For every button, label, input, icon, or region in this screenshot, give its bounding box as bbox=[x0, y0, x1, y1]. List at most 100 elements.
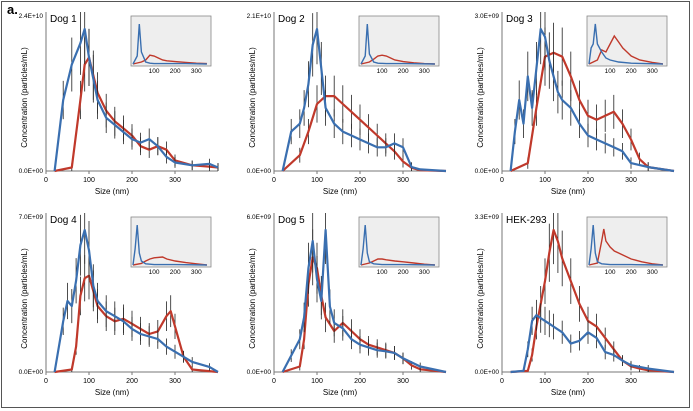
y-max-label: 2.1E+10 bbox=[247, 13, 272, 20]
x-axis-title: Size (nm) bbox=[95, 388, 130, 397]
chart-panel-dog-2: 2.1E+10 0.0E+00 Concentration (particles/m… bbox=[247, 12, 447, 196]
inset-tick-label: 300 bbox=[419, 68, 430, 75]
inset-blue-line bbox=[132, 224, 207, 266]
y-axis-title: Concentration (particles/mL) bbox=[20, 47, 29, 148]
inset-blue-line bbox=[588, 224, 663, 266]
chart-title: Dog 2 bbox=[278, 14, 305, 25]
inset-tick-label: 100 bbox=[377, 68, 388, 75]
chart-title: Dog 5 bbox=[278, 215, 305, 226]
y-min-label: 0.0E+00 bbox=[475, 168, 500, 175]
y-max-label: 3.3E+09 bbox=[475, 214, 500, 221]
x-tick-label: 300 bbox=[625, 177, 637, 184]
y-axis-title: Concentration (particles/mL) bbox=[248, 248, 257, 349]
inset-tick-label: 200 bbox=[626, 68, 637, 75]
inset-plot bbox=[130, 216, 212, 268]
blue-series-line bbox=[281, 27, 447, 173]
y-max-label: 2.4E+10 bbox=[19, 13, 44, 20]
x-tick-label: 300 bbox=[169, 177, 181, 184]
x-axis-title: Size (nm) bbox=[95, 187, 130, 196]
y-min-label: 0.0E+00 bbox=[247, 369, 272, 376]
inset-tick-label: 200 bbox=[398, 68, 409, 75]
x-tick-label: 200 bbox=[582, 378, 594, 385]
inset-tick-label: 200 bbox=[170, 269, 181, 276]
x-tick-label: 100 bbox=[539, 378, 551, 385]
x-axis-title: Size (nm) bbox=[323, 388, 358, 397]
chart-title: HEK-293 bbox=[506, 215, 547, 226]
inset-plot bbox=[358, 216, 440, 268]
chart-panel-dog-3: 3.0E+09 0.0E+00 Concentration (particles/m… bbox=[475, 12, 675, 196]
x-tick-label: 0 bbox=[500, 177, 504, 184]
inset-tick-label: 300 bbox=[419, 269, 430, 276]
inset-tick-label: 300 bbox=[647, 68, 658, 75]
inset-blue-line bbox=[360, 224, 435, 266]
inset-tick-label: 200 bbox=[170, 68, 181, 75]
inset-blue-line bbox=[132, 23, 207, 65]
inset-tick-label: 100 bbox=[149, 269, 160, 276]
chart-title: Dog 1 bbox=[50, 14, 77, 25]
red-series-line bbox=[54, 274, 219, 374]
blue-series-line bbox=[281, 228, 447, 374]
x-tick-label: 200 bbox=[126, 378, 138, 385]
y-min-label: 0.0E+00 bbox=[475, 369, 500, 376]
chart-panel-dog-1: 2.4E+10 0.0E+00 Concentration (particles/m… bbox=[19, 12, 219, 196]
x-tick-label: 100 bbox=[539, 177, 551, 184]
inset-red-line bbox=[588, 228, 663, 266]
blue-series-line bbox=[53, 27, 219, 172]
x-tick-label: 0 bbox=[272, 378, 276, 385]
blue-series-line bbox=[53, 228, 219, 373]
x-tick-label: 200 bbox=[354, 177, 366, 184]
y-max-label: 6.0E+09 bbox=[247, 214, 272, 221]
inset-tick-label: 100 bbox=[605, 269, 616, 276]
x-tick-label: 300 bbox=[625, 378, 637, 385]
inset-plot bbox=[586, 15, 668, 67]
chart-title: Dog 3 bbox=[506, 14, 533, 25]
y-min-label: 0.0E+00 bbox=[247, 168, 272, 175]
y-max-label: 3.0E+09 bbox=[475, 13, 500, 20]
y-axis-title: Concentration (particles/mL) bbox=[20, 248, 29, 349]
y-max-label: 7.0E+09 bbox=[19, 214, 44, 221]
x-tick-label: 300 bbox=[169, 378, 181, 385]
inset-tick-label: 100 bbox=[149, 68, 160, 75]
inset-plot bbox=[130, 15, 212, 67]
x-axis-title: Size (nm) bbox=[551, 388, 586, 397]
inset-tick-label: 200 bbox=[626, 269, 637, 276]
chart-panel-dog-5: 6.0E+09 0.0E+00 Concentration (particles/m… bbox=[247, 213, 447, 397]
red-series-line bbox=[510, 51, 675, 173]
red-series-line bbox=[281, 94, 447, 173]
inset-red-line bbox=[588, 34, 664, 65]
inset-plot bbox=[358, 15, 440, 67]
x-tick-label: 200 bbox=[582, 177, 594, 184]
figure-label: a. bbox=[7, 2, 18, 17]
x-tick-label: 100 bbox=[311, 177, 323, 184]
inset-tick-label: 200 bbox=[398, 269, 409, 276]
x-axis-title: Size (nm) bbox=[551, 187, 586, 196]
x-tick-label: 0 bbox=[44, 177, 48, 184]
inset-red-line bbox=[132, 256, 207, 266]
blue-series-line bbox=[509, 27, 675, 173]
x-tick-label: 0 bbox=[272, 177, 276, 184]
x-tick-label: 100 bbox=[83, 177, 95, 184]
blue-series-line bbox=[510, 314, 675, 374]
y-axis-title: Concentration (particles/mL) bbox=[476, 47, 485, 148]
y-axis-title: Concentration (particles/mL) bbox=[476, 248, 485, 349]
inset-tick-label: 100 bbox=[377, 269, 388, 276]
inset-tick-label: 300 bbox=[191, 68, 202, 75]
inset-blue-line bbox=[360, 23, 435, 65]
x-tick-label: 0 bbox=[44, 378, 48, 385]
inset-tick-label: 100 bbox=[605, 68, 616, 75]
y-min-label: 0.0E+00 bbox=[19, 369, 44, 376]
inset-tick-label: 300 bbox=[191, 269, 202, 276]
x-tick-label: 300 bbox=[397, 177, 409, 184]
x-tick-label: 0 bbox=[500, 378, 504, 385]
chart-panel-dog-4: 7.0E+09 0.0E+00 Concentration (particles/m… bbox=[19, 213, 219, 397]
chart-panel-hek-293: 3.3E+09 0.0E+00 Concentration (particles/m… bbox=[475, 213, 675, 397]
inset-plot bbox=[586, 216, 668, 268]
y-axis-title: Concentration (particles/mL) bbox=[248, 47, 257, 148]
x-tick-label: 300 bbox=[397, 378, 409, 385]
x-tick-label: 200 bbox=[354, 378, 366, 385]
y-min-label: 0.0E+00 bbox=[19, 168, 44, 175]
x-tick-label: 200 bbox=[126, 177, 138, 184]
inset-red-line bbox=[360, 258, 435, 266]
chart-title: Dog 4 bbox=[50, 215, 77, 226]
